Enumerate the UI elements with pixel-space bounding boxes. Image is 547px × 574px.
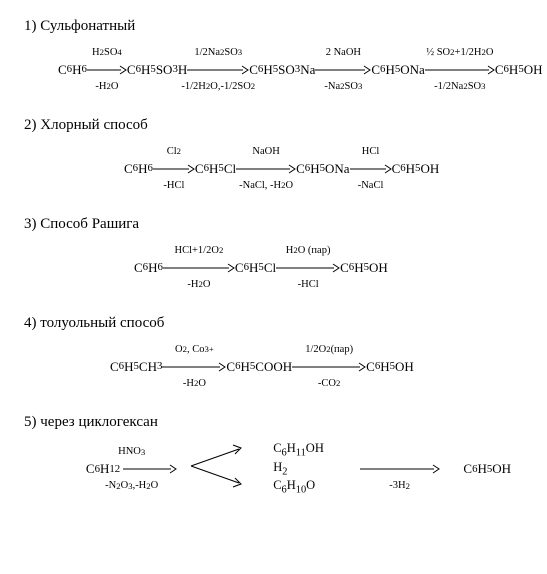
species: C6H5CH3 — [110, 342, 162, 392]
reaction-arrow: ½ SO2+1/2H2O -1/2Na2SO3 — [425, 45, 495, 95]
arrow-above: 2 NaOH — [315, 45, 371, 61]
arrow-above: H2SO4 — [87, 45, 127, 61]
reaction-section: 2) Хлорный способ C6H6 Cl2 -HCl C6H5Cl N… — [24, 117, 523, 194]
reaction-section-5: 5) через циклогексан HNO3 C6H12 -N2O3,-H… — [24, 414, 523, 497]
reaction-arrow: Cl2 -HCl — [153, 144, 195, 194]
species: C6H5OH — [366, 342, 414, 392]
species: HNO3 C6H12 -N2O3,-H2O — [74, 444, 189, 494]
arrow-below: -Na2SO3 — [315, 79, 371, 95]
arrow-above: Cl2 — [153, 144, 195, 160]
reaction-arrow: -3H2 — [348, 444, 452, 494]
arrow-below: -HCl — [153, 178, 195, 194]
species: C6H6 — [124, 144, 153, 194]
reaction-arrow: NaOH -NaCl, -H2O — [236, 144, 296, 194]
arrow-above: NaOH — [236, 144, 296, 160]
arrow-below: -H2O — [162, 376, 226, 392]
species: C6H5Cl — [235, 243, 276, 293]
reaction-arrow: H2O (пар) -HCl — [276, 243, 340, 293]
reaction-arrow: 2 NaOH -Na2SO3 — [315, 45, 371, 95]
reaction-arrow: 1/2Na2SO3 -1/2H2O,-1/2SO2 — [187, 45, 249, 95]
arrow-below: -HCl — [276, 277, 340, 293]
arrow-below: -1/2H2O,-1/2SO2 — [187, 79, 249, 95]
arrow-below: -NaCl, -H2O — [236, 178, 296, 194]
section-title: 5) через циклогексан — [24, 414, 523, 431]
species: C6H5SO3Na — [249, 45, 315, 95]
reaction-arrow: HCl+1/2O2 -H2O — [163, 243, 235, 293]
arrow-above: 1/2Na2SO3 — [187, 45, 249, 61]
arrow-below: -1/2Na2SO3 — [425, 79, 495, 95]
arrow-above: HCl — [350, 144, 392, 160]
species: C6H5OH — [495, 45, 543, 95]
reaction-arrow: HCl -NaCl — [350, 144, 392, 194]
reaction-arrow: 1/2O2(пар) -CO2 — [292, 342, 366, 392]
arrow-above: ½ SO2+1/2H2O — [425, 45, 495, 61]
species: C6H6 — [134, 243, 163, 293]
species: C6H5OH — [451, 444, 523, 494]
species: C6H5ONa — [371, 45, 424, 95]
reaction-arrow: H2SO4 -H2O — [87, 45, 127, 95]
reaction-arrow: O2, Co3+ -H2O — [162, 342, 226, 392]
species: C6H6 — [58, 45, 87, 95]
section-title: 2) Хлорный способ — [24, 117, 523, 134]
arrow-below: -H2O — [87, 79, 127, 95]
section-title: 3) Способ Рашига — [24, 216, 523, 233]
species: C6H5ONa — [296, 144, 349, 194]
arrow-below: -H2O — [163, 277, 235, 293]
arrow-above: O2, Co3+ — [162, 342, 226, 358]
species: C6H5SO3H — [127, 45, 187, 95]
species: C6H5Cl — [195, 144, 236, 194]
section-title: 4) толуольный способ — [24, 315, 523, 332]
species: C6H5OH — [340, 243, 388, 293]
arrow-below: -NaCl — [350, 178, 392, 194]
fork-icon — [189, 443, 273, 494]
arrow-above: HCl+1/2O2 — [163, 243, 235, 259]
arrow-below: -CO2 — [292, 376, 366, 392]
reaction-section: 1) Сульфонатный C6H6 H2SO4 -H2O C6H5SO3H… — [24, 18, 523, 95]
intermediates: C6H11OH H2 C6H10O — [273, 441, 347, 497]
arrow-above: 1/2O2(пар) — [292, 342, 366, 358]
reaction-section: 4) толуольный способ C6H5CH3 O2, Co3+ -H… — [24, 315, 523, 392]
arrow-above: H2O (пар) — [276, 243, 340, 259]
species: C6H5OH — [392, 144, 440, 194]
species: C6H5COOH — [226, 342, 292, 392]
reaction-section: 3) Способ Рашига C6H6 HCl+1/2O2 -H2O C6H… — [24, 216, 523, 293]
section-title: 1) Сульфонатный — [24, 18, 523, 35]
